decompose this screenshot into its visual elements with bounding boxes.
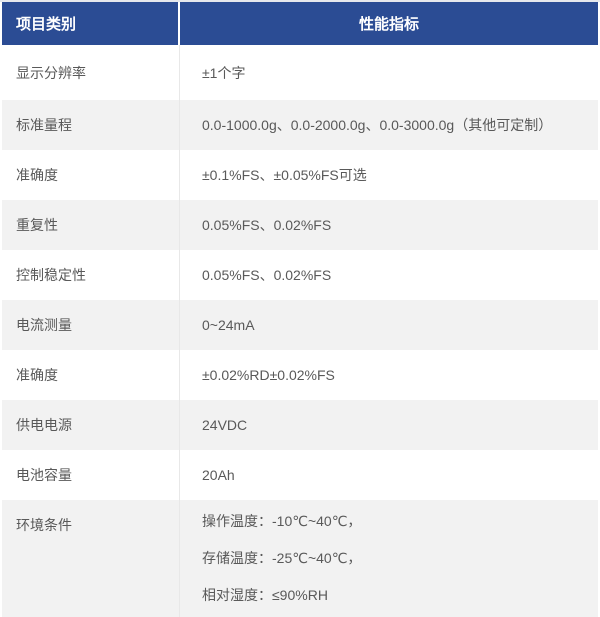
row-value: 0.0-1000.0g、0.0-2000.0g、0.0-3000.0g（其他可定… xyxy=(180,100,598,150)
row-label: 显示分辨率 xyxy=(2,45,180,100)
table-row: 供电电源 24VDC xyxy=(0,400,600,450)
row-label: 电流测量 xyxy=(2,300,180,350)
row-value-text: ±0.02%RD±0.02%FS xyxy=(202,367,335,383)
row-label: 供电电源 xyxy=(2,400,180,450)
row-value-text: 0.0-1000.0g、0.0-2000.0g、0.0-3000.0g（其他可定… xyxy=(202,117,553,133)
row-value: 20Ah xyxy=(180,450,598,500)
row-label: 重复性 xyxy=(2,200,180,250)
table-row: 重复性 0.05%FS、0.02%FS xyxy=(0,200,600,250)
row-value-text: 20Ah xyxy=(202,467,235,483)
table-row: 电流测量 0~24mA xyxy=(0,300,600,350)
row-value: ±0.02%RD±0.02%FS xyxy=(180,350,598,400)
top-border-line xyxy=(0,0,600,2)
row-value-text: 操作温度：-10℃~40℃， xyxy=(202,513,362,529)
table-row: 标准量程 0.0-1000.0g、0.0-2000.0g、0.0-3000.0g… xyxy=(0,100,600,150)
row-value-text: 0.05%FS、0.02%FS xyxy=(202,267,332,283)
row-value-text: 0~24mA xyxy=(202,317,255,333)
table-row: 电池容量 20Ah xyxy=(0,450,600,500)
table-row: 显示分辨率 ±1个字 xyxy=(0,45,600,100)
row-value: 操作温度：-10℃~40℃， 存储温度：-25℃~40℃， 相对湿度：≤90%R… xyxy=(180,500,598,617)
row-value-text: ±1个字 xyxy=(202,64,246,81)
row-value-text: 存储温度：-25℃~40℃， xyxy=(202,550,362,566)
row-label: 控制稳定性 xyxy=(2,250,180,300)
row-label: 准确度 xyxy=(2,350,180,400)
table-body: 显示分辨率 ±1个字 标准量程 0.0-1000.0g、0.0-2000.0g、… xyxy=(0,45,600,617)
row-value-text: ±0.1%FS、±0.05%FS可选 xyxy=(202,167,367,183)
row-value: 24VDC xyxy=(180,400,598,450)
row-value: 0~24mA xyxy=(180,300,598,350)
table-row: 控制稳定性 0.05%FS、0.02%FS xyxy=(0,250,600,300)
table-header-row: 项目类别 性能指标 xyxy=(0,2,600,45)
row-value: 0.05%FS、0.02%FS xyxy=(180,250,598,300)
row-value: 0.05%FS、0.02%FS xyxy=(180,200,598,250)
row-value-text: 相对湿度：≤90%RH xyxy=(202,587,328,603)
header-item-category: 项目类别 xyxy=(2,2,180,45)
row-label: 环境条件 xyxy=(2,500,180,617)
table-row: 准确度 ±0.02%RD±0.02%FS xyxy=(0,350,600,400)
row-value: ±1个字 xyxy=(180,45,598,100)
table-row: 环境条件 操作温度：-10℃~40℃， 存储温度：-25℃~40℃， 相对湿度：… xyxy=(0,500,600,617)
row-value-text: 24VDC xyxy=(202,417,248,433)
header-performance-index: 性能指标 xyxy=(358,16,419,33)
table-row: 准确度 ±0.1%FS、±0.05%FS可选 xyxy=(0,150,600,200)
row-label: 电池容量 xyxy=(2,450,180,500)
row-label: 标准量程 xyxy=(2,100,180,150)
row-value-text: 0.05%FS、0.02%FS xyxy=(202,217,332,233)
row-label: 准确度 xyxy=(2,150,180,200)
row-value: ±0.1%FS、±0.05%FS可选 xyxy=(180,150,598,200)
